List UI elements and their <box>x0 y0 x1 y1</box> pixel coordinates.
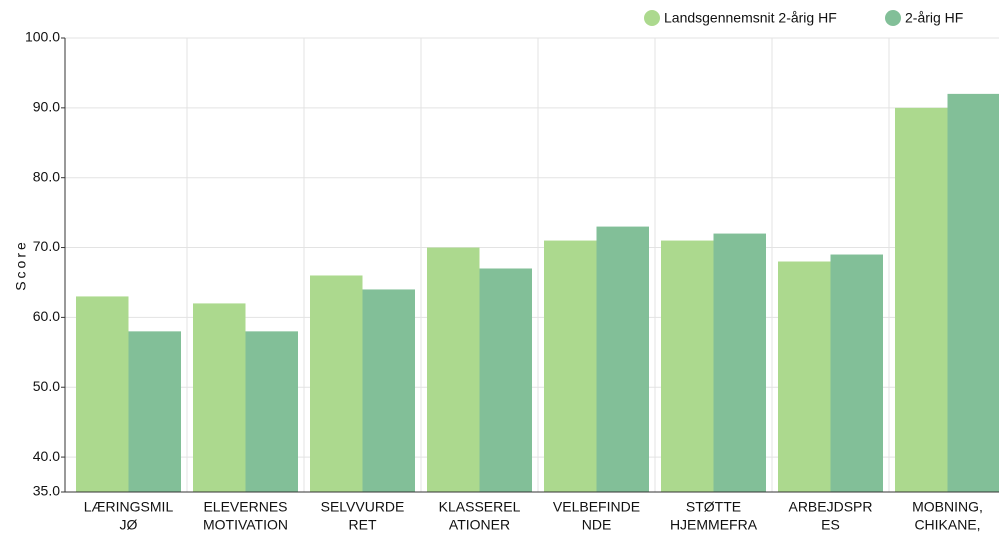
x-tick-label: ARBEJDSPR <box>788 499 872 515</box>
x-tick-label: MOBNING, <box>912 499 983 515</box>
x-tick-label: ELEVERNES <box>203 499 287 515</box>
x-tick-label: RET <box>349 517 377 533</box>
bar <box>310 275 363 492</box>
bar <box>362 289 415 492</box>
y-tick-label: 70.0 <box>33 238 60 254</box>
x-tick-label: KLASSEREL <box>439 499 521 515</box>
bar <box>245 331 298 492</box>
x-tick-label: ES <box>821 517 840 533</box>
bar <box>778 261 831 492</box>
bar <box>596 226 649 493</box>
bar <box>895 107 948 492</box>
y-tick-label: 50.0 <box>33 378 60 394</box>
x-tick-label: SELVVURDE <box>321 499 405 515</box>
bar <box>544 240 597 492</box>
x-tick-label: MOTIVATION <box>203 517 288 533</box>
y-tick-label: 40.0 <box>33 448 60 464</box>
legend-swatch <box>885 10 901 26</box>
y-axis-label: Score <box>13 239 29 291</box>
x-tick-label: STØTTE <box>686 499 741 515</box>
bar <box>713 233 766 493</box>
y-tick-label: 80.0 <box>33 168 60 184</box>
bar <box>479 268 532 492</box>
bar <box>76 296 129 492</box>
legend-label: Landsgennemsnit 2-årig HF <box>664 10 837 26</box>
y-tick-label: 100.0 <box>25 29 60 45</box>
x-tick-label: CHIKANE, <box>914 517 980 533</box>
x-tick-label: JØ <box>120 517 138 533</box>
y-tick-label: 60.0 <box>33 308 60 324</box>
x-tick-label: ATIONER <box>449 517 510 533</box>
x-tick-label: HJEMMEFRA <box>670 517 758 533</box>
x-tick-label: VELBEFINDE <box>553 499 640 515</box>
legend-label: 2-årig HF <box>905 10 963 26</box>
y-tick-label: 90.0 <box>33 99 60 115</box>
bar <box>830 254 883 492</box>
legend-swatch <box>644 10 660 26</box>
x-tick-label: LÆRINGSMIL <box>84 499 174 515</box>
y-tick-label: 35.0 <box>33 483 60 499</box>
bar <box>947 93 999 492</box>
bar <box>427 247 480 492</box>
bar <box>193 303 246 492</box>
bar <box>128 331 181 492</box>
bar <box>661 240 714 492</box>
x-tick-label: NDE <box>582 517 612 533</box>
